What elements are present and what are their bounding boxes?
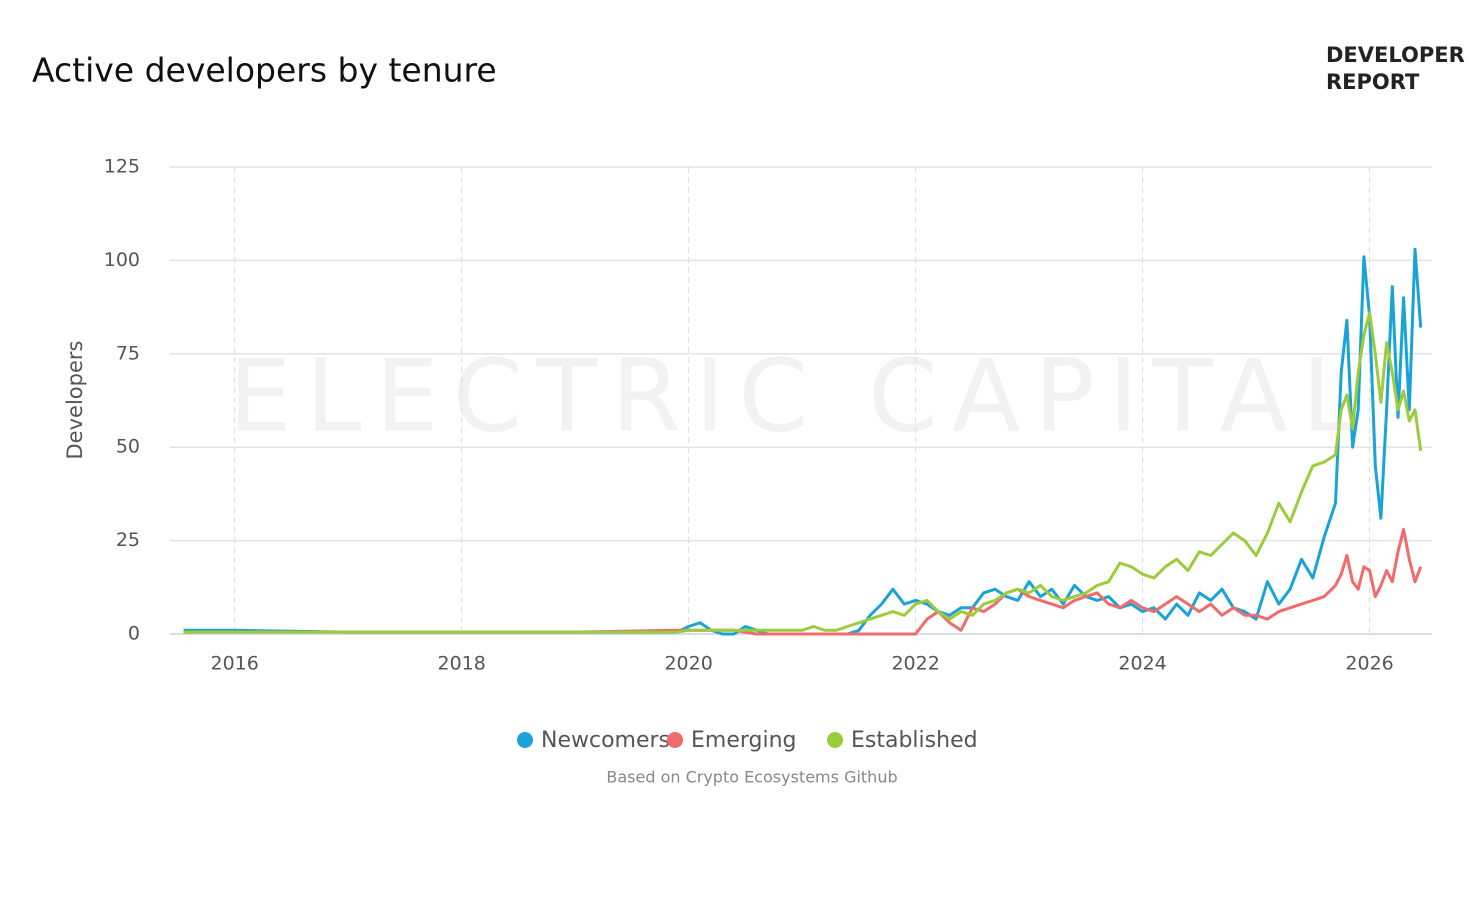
y-tick-label: 50 xyxy=(116,436,140,458)
legend-marker xyxy=(827,732,843,748)
legend-marker xyxy=(667,732,683,748)
brand: DEVELOPER xyxy=(1326,43,1465,67)
y-tick-label: 100 xyxy=(104,249,140,271)
x-tick-label: 2016 xyxy=(211,653,259,675)
watermark: ELECTRIC CAPITAL xyxy=(228,337,1371,454)
x-tick-label: 2026 xyxy=(1345,653,1393,675)
chart-title: Active developers by tenure xyxy=(32,51,497,90)
legend-label: Newcomers xyxy=(541,728,670,753)
legend-label: Emerging xyxy=(691,728,797,753)
legend: Newcomers Emerging Established xyxy=(517,728,978,753)
x-tick-label: 2022 xyxy=(891,653,939,675)
brand: REPORT xyxy=(1326,70,1420,94)
x-tick-label: 2018 xyxy=(437,653,485,675)
y-tick-label: 125 xyxy=(104,156,140,178)
legend-label: Established xyxy=(851,728,978,753)
x-tick-label: 2020 xyxy=(664,653,712,675)
y-tick-label: 0 xyxy=(128,623,140,645)
series-line xyxy=(183,311,1423,634)
series-line xyxy=(183,527,1423,636)
y-tick-label: 25 xyxy=(116,529,140,551)
y-tick-label: 75 xyxy=(116,342,140,364)
x-tick-label: 2024 xyxy=(1118,653,1166,675)
legend-marker xyxy=(517,732,533,748)
source: Based on Crypto Ecosystems Github xyxy=(606,768,897,787)
y-axis-label: Developers xyxy=(63,341,87,460)
